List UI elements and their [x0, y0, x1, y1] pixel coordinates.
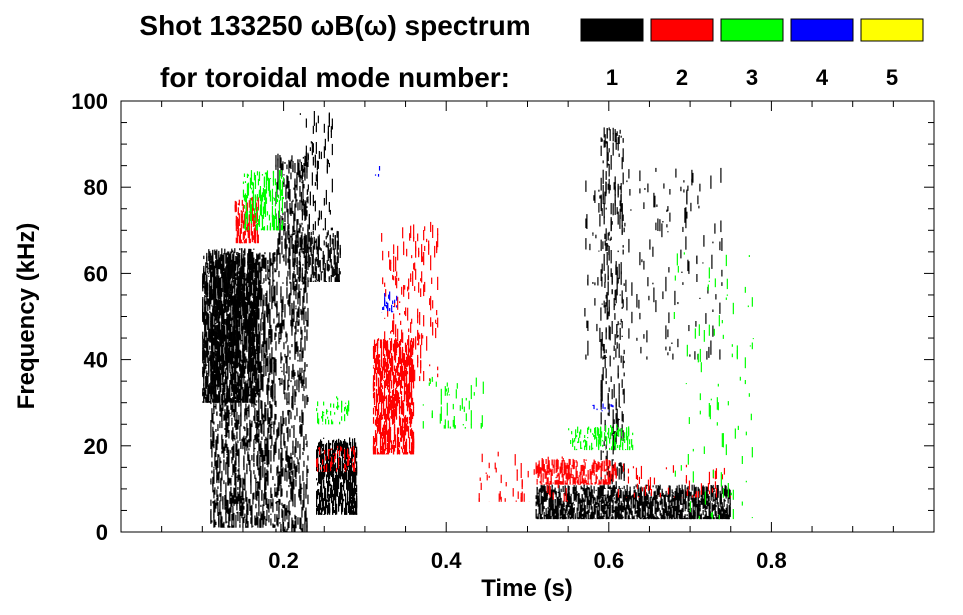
legend-swatch-mode-2 [650, 18, 714, 42]
legend-label-mode-3: 3 [746, 65, 758, 90]
series-mode-1 [202, 111, 731, 532]
legend: 1 2 3 4 5 [580, 18, 924, 90]
legend-label-mode-2: 2 [676, 65, 688, 90]
legend-label-mode-4: 4 [816, 65, 829, 90]
series-mode-1-region-3 [291, 230, 341, 282]
legend-label-mode-5: 5 [886, 65, 898, 90]
series-mode-1-region-5 [299, 111, 333, 231]
series-mode-1-region-6 [535, 484, 731, 520]
series-mode-1-region-1 [210, 252, 276, 528]
plot-area [202, 111, 754, 532]
legend-swatch-mode-5 [860, 18, 924, 42]
series-mode-1-region-4 [316, 437, 358, 515]
chart-title-line1: Shot 133250 ωB(ω) spectrum [139, 10, 530, 41]
series-mode-1-region-2 [275, 152, 309, 532]
legend-swatch-mode-1 [580, 18, 644, 42]
legend-swatch-mode-3 [720, 18, 784, 42]
legend-swatch-mode-4 [790, 18, 854, 42]
chart-title-line2: for toroidal mode number: [160, 62, 510, 93]
legend-label-mode-1: 1 [606, 65, 618, 90]
